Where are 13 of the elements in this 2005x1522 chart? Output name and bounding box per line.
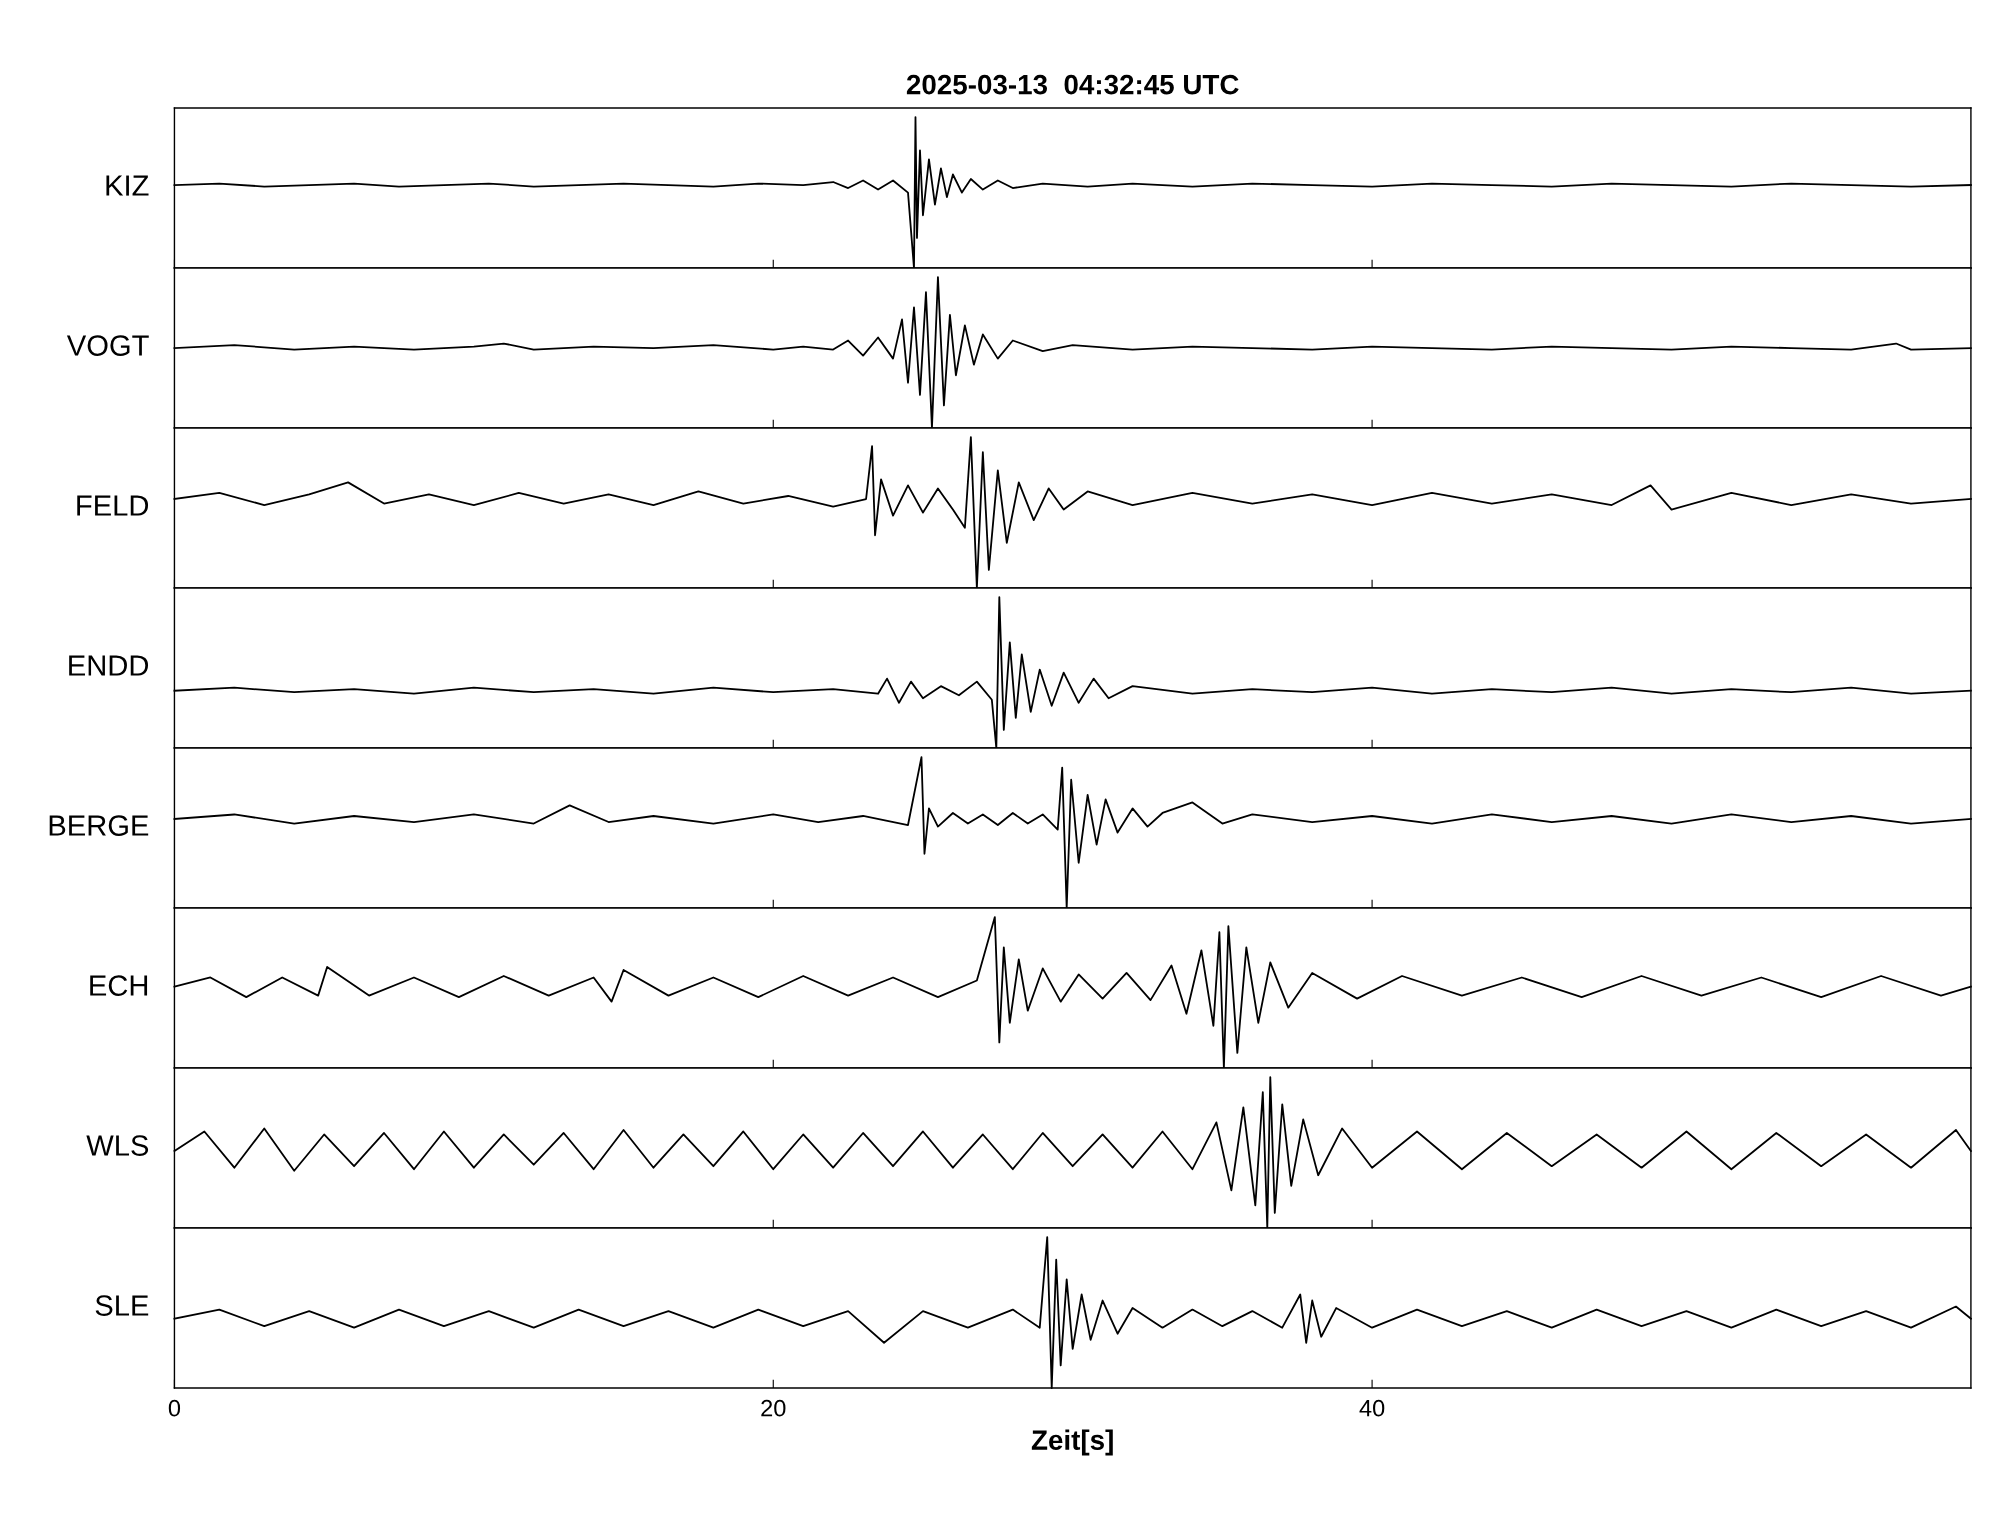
y-axis-title: BERGE [49, 815, 149, 836]
y-axis-title: SLE [95, 1295, 149, 1316]
y-axis-title: KIZ [106, 175, 149, 196]
x-axis-title: Zeit[s] [1031, 1429, 1113, 1456]
y-axis-title: FELD [77, 495, 149, 516]
chart-title: 2025-03-13 04:32:45 UTC [906, 74, 1239, 95]
x-tick-label: 20 [761, 1399, 786, 1417]
y-axis-title: ENDD [69, 655, 149, 676]
y-axis-title: VOGT [66, 335, 149, 356]
y-axis-title: ECH [90, 975, 148, 996]
x-tick-label: 40 [1359, 1399, 1385, 1417]
x-tick-label: 0 [168, 1399, 181, 1417]
y-axis-title: WLS [86, 1135, 149, 1156]
